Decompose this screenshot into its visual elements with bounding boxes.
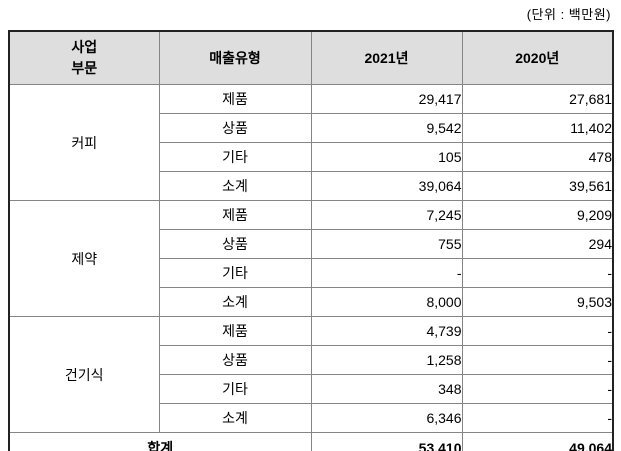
type-cell: 제품 [158,316,312,346]
table-row: 상품 1,258 - [9,345,614,375]
value-2020-cell: 478 [461,142,614,172]
value-2020-cell: 11,402 [461,113,614,143]
segment-cell-pharma: 제약 [8,200,160,317]
type-cell: 제품 [158,200,312,230]
value-2021-cell: 7,245 [310,200,463,230]
header-year-2020: 2020년 [461,30,614,85]
type-cell: 제품 [158,84,312,114]
value-2020-cell: 27,681 [461,84,614,114]
unit-note: (단위 : 백만원) [526,7,611,22]
value-2020-cell: 9,209 [461,200,614,230]
table-row: 기타 - - [9,258,614,288]
value-2020-cell: - [461,345,614,375]
value-2021-cell: 29,417 [310,84,463,114]
table-row: 건기식 제품 4,739 - [8,316,614,433]
value-2021-cell: 9,542 [310,113,463,143]
table-body: 커피 제품 29,417 27,681 상품 9,542 11,402 기타 1… [8,84,614,451]
value-2020-cell: 294 [461,229,614,259]
type-cell: 소계 [158,287,312,317]
value-2021-cell: 105 [310,142,463,172]
value-2021-cell: 6,346 [310,403,463,433]
table-row: 기타 348 - [9,374,614,404]
type-cell: 상품 [158,229,312,259]
type-cell: 기타 [158,258,312,288]
total-2021-cell: 53,410 [310,432,463,451]
header-year-2021: 2021년 [310,30,463,85]
value-2020-cell: - [461,374,614,404]
table-row: 커피 제품 29,417 27,681 [8,84,614,201]
segment-cell-health-food: 건기식 [8,316,160,433]
header-business-segment-line1: 사업 [71,39,98,55]
total-row: 합계 53,410 49,064 [8,432,614,451]
value-2021-cell: 39,064 [310,171,463,201]
value-2020-cell: - [461,403,614,433]
value-2021-cell: 1,258 [310,345,463,375]
header-sales-type: 매출유형 [158,30,312,85]
table-row: 소계 8,000 9,503 [9,287,614,317]
table-row: 기타 105 478 [9,142,614,172]
total-label-cell: 합계 [8,432,312,451]
value-2020-cell: - [461,316,614,346]
value-2021-cell: 348 [310,374,463,404]
value-2020-cell: 39,561 [461,171,614,201]
value-2021-cell: 8,000 [310,287,463,317]
type-cell: 상품 [158,345,312,375]
table-row: 제약 제품 7,245 9,209 [8,200,614,317]
table-row: 상품 9,542 11,402 [9,113,614,143]
total-2020-cell: 49,064 [461,432,614,451]
header-business-segment-line2: 부문 [71,60,98,76]
segment-cell-coffee: 커피 [8,84,160,201]
type-cell: 기타 [158,374,312,404]
value-2020-cell: 9,503 [461,287,614,317]
table-row: 상품 755 294 [9,229,614,259]
table-row: 소계 39,064 39,561 [9,171,614,201]
type-cell: 기타 [158,142,312,172]
table-row: 소계 6,346 - [9,403,614,433]
value-2021-cell: 4,739 [310,316,463,346]
value-2021-cell: - [310,258,463,288]
value-2020-cell: - [461,258,614,288]
type-cell: 상품 [158,113,312,143]
type-cell: 소계 [158,403,312,433]
type-cell: 소계 [158,171,312,201]
value-2021-cell: 755 [310,229,463,259]
